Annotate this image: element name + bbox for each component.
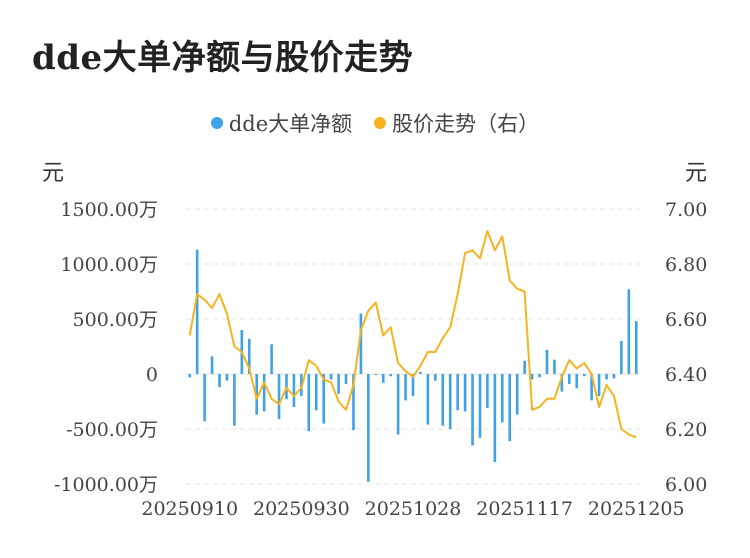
dde-bar <box>188 374 192 378</box>
left-tick-label: 1000.00万 <box>60 254 158 276</box>
dde-bar <box>255 374 259 415</box>
chart-legend: dde大单净额 股价走势（右） <box>0 108 750 138</box>
dde-bar <box>322 374 325 424</box>
dde-bar <box>515 374 519 415</box>
dde-bar <box>314 374 318 411</box>
price-line <box>188 230 637 439</box>
dde-bar <box>292 374 296 407</box>
dde-bar <box>553 359 556 374</box>
dde-bar <box>523 360 526 374</box>
dde-bar <box>590 374 593 401</box>
dde-bar <box>501 374 504 423</box>
left-tick-label: -1000.00万 <box>54 474 158 496</box>
dde-bar <box>337 374 340 394</box>
dde-bar <box>434 374 437 381</box>
x-tick-label: 20251117 <box>476 498 573 520</box>
dde-bar <box>225 374 229 381</box>
dde-bar <box>493 374 497 462</box>
dde-bar <box>545 349 549 374</box>
dde-bar <box>463 374 467 412</box>
dde-bar <box>634 321 638 374</box>
dde-bar <box>478 374 482 438</box>
dde-bar <box>404 374 407 401</box>
legend-item-price[interactable]: 股价走势（右） <box>374 108 539 138</box>
dde-bar <box>381 374 385 383</box>
dde-bar <box>419 371 422 374</box>
right-tick-label: 6.20 <box>665 419 707 441</box>
legend-item-dde[interactable]: dde大单净额 <box>210 108 353 138</box>
dde-bar <box>195 249 199 374</box>
dde-bar <box>203 374 206 422</box>
dde-bar <box>471 374 474 446</box>
right-tick-label: 6.00 <box>665 474 707 496</box>
dde-bar <box>582 374 586 377</box>
dde-bar <box>396 374 400 435</box>
dde-bar <box>307 374 311 432</box>
dde-bar <box>530 374 534 380</box>
right-tick-label: 6.40 <box>665 364 707 386</box>
dde-bar <box>612 374 616 379</box>
dde-bar <box>441 374 445 426</box>
dde-bar <box>486 374 489 409</box>
dde-bar <box>359 313 363 374</box>
dde-bar <box>538 374 541 378</box>
dde-bar <box>389 374 392 377</box>
legend-label-price: 股价走势（右） <box>392 112 540 136</box>
dde-bar <box>233 374 236 426</box>
left-tick-label: 0 <box>146 364 158 386</box>
legend-dot-dde <box>210 117 223 129</box>
dde-bar <box>344 374 348 384</box>
right-axis-unit: 元 <box>685 161 708 186</box>
dde-bar <box>448 374 452 429</box>
dde-bar <box>597 374 601 396</box>
dde-bar <box>411 374 415 396</box>
left-tick-label: 500.00万 <box>73 309 158 331</box>
dde-bar <box>426 374 430 425</box>
dde-bar <box>329 374 333 380</box>
dde-bar <box>352 374 355 431</box>
dde-bar <box>567 374 571 384</box>
left-tick-label: 1500.00万 <box>60 199 158 221</box>
dde-bar <box>560 374 564 392</box>
chart-title: dde大单净额与股价走势 <box>32 38 414 78</box>
x-tick-label: 20250930 <box>253 498 350 520</box>
x-tick-label: 20251205 <box>588 498 685 520</box>
dde-bar <box>210 356 214 374</box>
legend-label-dde: dde大单净额 <box>228 112 353 136</box>
dde-bar <box>620 341 623 374</box>
dde-bar <box>247 338 251 374</box>
right-tick-label: 6.60 <box>665 309 707 331</box>
dde-bar <box>367 374 370 482</box>
left-axis-unit: 元 <box>42 161 65 186</box>
dde-bar <box>575 374 579 389</box>
dde-bar <box>218 374 221 388</box>
dde-bar <box>262 374 266 412</box>
dde-bar <box>508 374 512 442</box>
right-tick-label: 7.00 <box>665 199 707 221</box>
x-tick-label: 20251028 <box>365 498 462 520</box>
right-tick-label: 6.80 <box>665 254 707 276</box>
dde-bar <box>605 374 608 380</box>
dde-bar <box>270 344 273 374</box>
left-tick-label: -500.00万 <box>66 419 158 441</box>
dde-bar <box>456 374 459 411</box>
x-tick-label: 20250910 <box>141 498 238 520</box>
legend-dot-price <box>374 117 387 129</box>
dde-bar <box>374 374 378 376</box>
dde-bar <box>627 289 631 374</box>
dde-bar <box>277 374 281 420</box>
dde-bar <box>285 374 288 400</box>
